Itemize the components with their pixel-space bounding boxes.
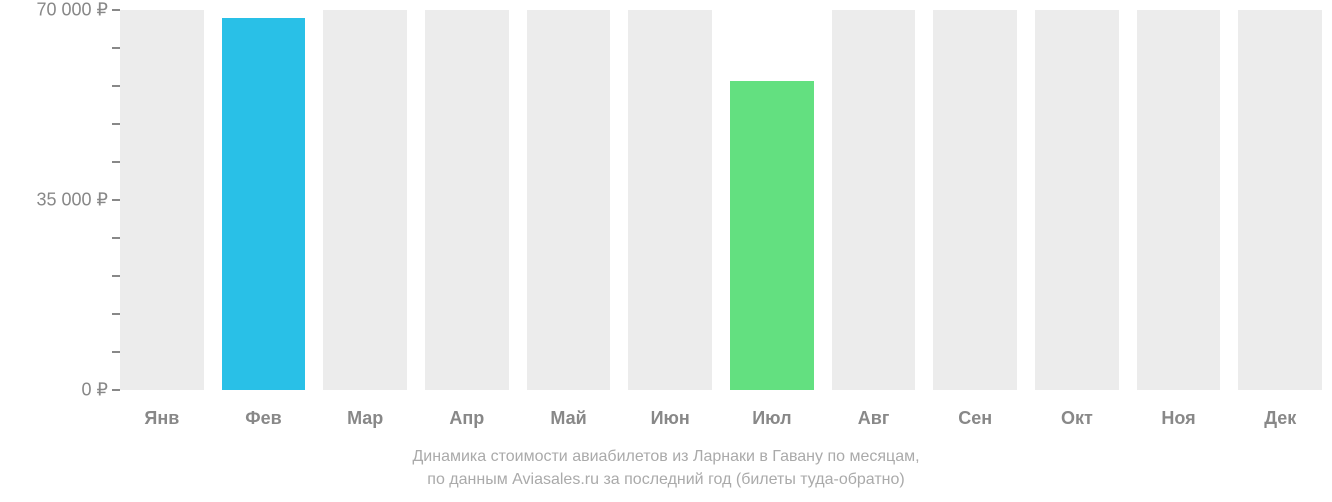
y-tick xyxy=(112,275,120,277)
y-tick xyxy=(112,85,120,87)
x-axis-label: Мар xyxy=(323,400,407,429)
bar-slot xyxy=(832,10,916,390)
bar-Авг xyxy=(832,10,916,390)
bar-slot xyxy=(527,10,611,390)
bar-slot xyxy=(120,10,204,390)
bar-slot xyxy=(933,10,1017,390)
y-axis-label: 35 000 ₽ xyxy=(36,190,108,211)
y-tick xyxy=(112,199,120,201)
bar-slot xyxy=(323,10,407,390)
bar-slot xyxy=(730,10,814,390)
bar-Фев xyxy=(222,18,306,390)
x-axis-label: Ноя xyxy=(1137,400,1221,429)
y-tick xyxy=(112,351,120,353)
x-axis-label: Дек xyxy=(1238,400,1322,429)
price-by-month-chart: 0 ₽ 35 000 ₽ 70 000 ₽ Янв Фев Мар Апр Май Июн Ию… xyxy=(0,0,1332,502)
bar-slot xyxy=(628,10,712,390)
x-axis-label: Авг xyxy=(832,400,916,429)
plot-area xyxy=(120,10,1322,390)
bar-Мар xyxy=(323,10,407,390)
y-axis-label: 70 000 ₽ xyxy=(36,0,108,21)
x-axis-label: Май xyxy=(527,400,611,429)
x-axis-label: Фев xyxy=(222,400,306,429)
y-tick xyxy=(112,9,120,11)
bar-slot xyxy=(1137,10,1221,390)
x-axis-label: Июл xyxy=(730,400,814,429)
caption-line-1: Динамика стоимости авиабилетов из Ларнак… xyxy=(412,448,919,465)
bar-Дек xyxy=(1238,10,1322,390)
y-tick xyxy=(112,389,120,391)
y-tick xyxy=(112,237,120,239)
x-axis-label: Апр xyxy=(425,400,509,429)
bar-slot xyxy=(1035,10,1119,390)
x-axis-label: Сен xyxy=(933,400,1017,429)
bar-slot xyxy=(425,10,509,390)
bar-Окт xyxy=(1035,10,1119,390)
bar-Июл xyxy=(730,81,814,390)
x-axis-label: Окт xyxy=(1035,400,1119,429)
y-tick xyxy=(112,161,120,163)
y-axis: 0 ₽ 35 000 ₽ 70 000 ₽ xyxy=(0,0,120,400)
bar-slot xyxy=(1238,10,1322,390)
bar-Апр xyxy=(425,10,509,390)
y-tick xyxy=(112,313,120,315)
x-axis-label: Июн xyxy=(628,400,712,429)
chart-caption: Динамика стоимости авиабилетов из Ларнак… xyxy=(0,445,1332,491)
y-tick xyxy=(112,123,120,125)
y-tick xyxy=(112,47,120,49)
x-axis: Янв Фев Мар Апр Май Июн Июл Авг Сен Окт Ноя Дек xyxy=(120,400,1322,429)
y-axis-label: 0 ₽ xyxy=(82,380,108,401)
caption-line-2: по данным Aviasales.ru за последний год … xyxy=(427,471,904,488)
bar-Сен xyxy=(933,10,1017,390)
bar-Ноя xyxy=(1137,10,1221,390)
bar-Май xyxy=(527,10,611,390)
bar-Янв xyxy=(120,10,204,390)
bar-Июн xyxy=(628,10,712,390)
x-axis-label: Янв xyxy=(120,400,204,429)
bar-slot xyxy=(222,10,306,390)
